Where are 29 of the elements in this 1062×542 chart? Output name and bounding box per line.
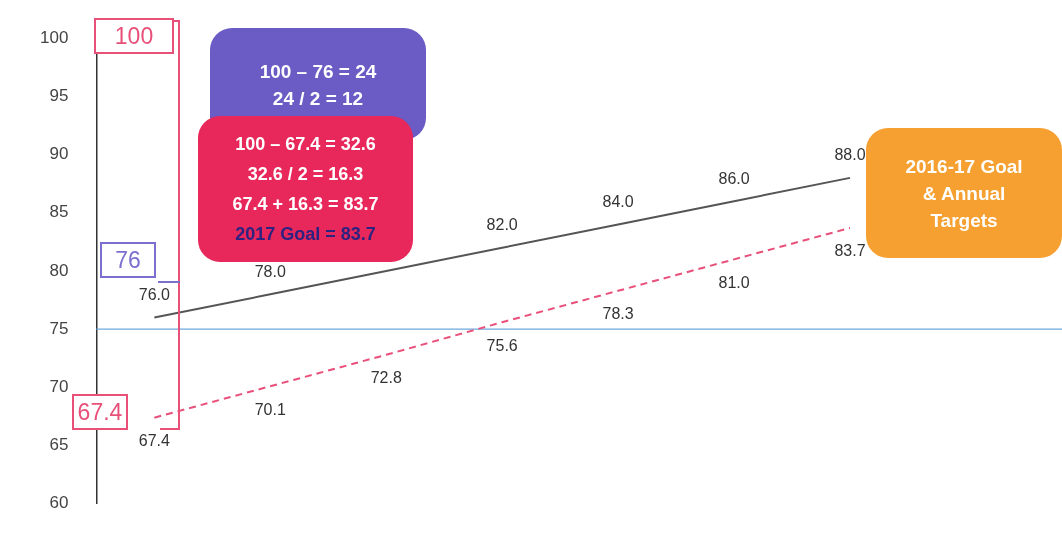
y-tick-label: 95: [49, 86, 69, 106]
data-label: 72.8: [370, 369, 402, 387]
y-tick-label: 65: [49, 435, 69, 455]
annotation: 76: [100, 241, 156, 278]
data-label: 83.7: [834, 242, 866, 260]
annotation: 100 – 76 = 24 24 / 2 = 12: [258, 60, 378, 111]
data-label: 86.0: [718, 169, 750, 187]
y-tick-label: 70: [49, 377, 69, 397]
speech-bubble: 100 – 67.4 = 32.6 32.6 / 2 = 16.3 67.4 + 16.3 = 83.7 2017 Goal = 83.7: [198, 116, 413, 262]
y-tick-label: 60: [49, 493, 69, 513]
data-label: 76.0: [138, 285, 171, 303]
data-label: 78.3: [602, 305, 634, 323]
data-label: 70.1: [254, 400, 286, 418]
data-label: 67.4: [138, 432, 171, 450]
data-label: 82.0: [486, 216, 518, 234]
y-tick-label: 75: [49, 318, 69, 338]
data-label: 88.0: [834, 146, 866, 164]
y-tick-label: 100: [39, 27, 69, 47]
annotation: 67.4: [72, 393, 128, 430]
annotation: 2016-17 Goal & Annual Targets: [904, 154, 1024, 233]
y-tick-label: 80: [49, 260, 69, 280]
data-label: 78.0: [254, 262, 286, 280]
annotation: 100: [94, 18, 174, 55]
data-label: 75.6: [486, 336, 518, 354]
y-tick-label: 85: [49, 202, 69, 222]
data-label: 84.0: [602, 192, 634, 210]
y-tick-label: 90: [49, 144, 69, 164]
data-label: 81.0: [718, 273, 750, 291]
label-box: 2016-17 Goal & Annual Targets: [866, 128, 1062, 258]
